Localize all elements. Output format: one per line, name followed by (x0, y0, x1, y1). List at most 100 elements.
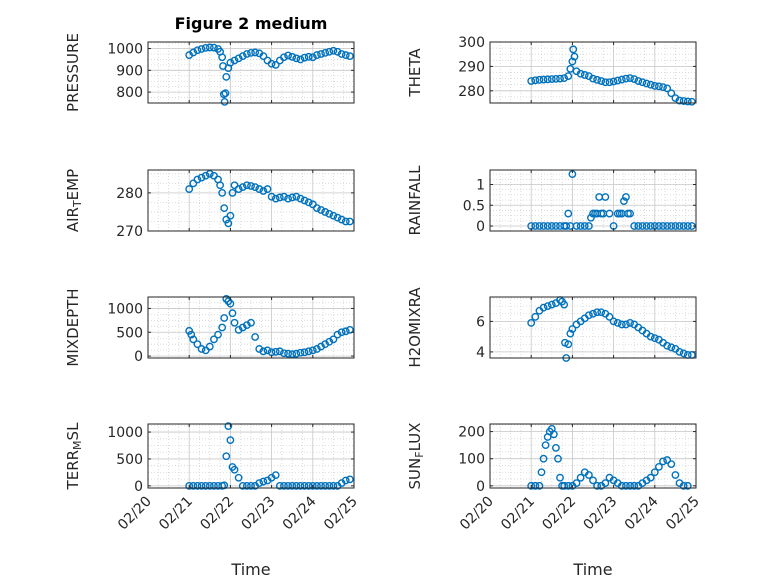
panel-2: 280 290 300 THETA (406, 35, 697, 106)
data-point (638, 78, 647, 87)
data-point (679, 481, 688, 490)
data-point (317, 342, 325, 351)
data-point (543, 222, 552, 230)
data-point (300, 348, 309, 357)
panel-6: 4 6 H2OMIXRA (406, 287, 697, 368)
data-point (650, 82, 659, 90)
data-point (547, 75, 556, 83)
y-tick-label: 100 (458, 452, 485, 468)
data-point (687, 97, 696, 106)
data-point (341, 51, 350, 59)
data-point (238, 323, 247, 332)
data-point (683, 222, 692, 230)
data-point (663, 84, 672, 93)
data-point (230, 56, 239, 65)
series-points (185, 295, 354, 359)
data-point (197, 481, 206, 490)
data-point (288, 193, 297, 202)
data-point (572, 479, 581, 488)
x-tick-label: 02/20 (115, 494, 155, 534)
data-point (552, 74, 560, 83)
data-point (220, 204, 229, 213)
data-point (321, 340, 330, 349)
data-point (663, 341, 672, 350)
data-point (576, 473, 585, 482)
y-tick-label: 6 (476, 314, 485, 330)
data-point (313, 345, 321, 353)
data-point (345, 325, 354, 334)
data-point (321, 208, 330, 216)
data-point (308, 53, 317, 62)
data-point (205, 169, 214, 178)
data-point (659, 222, 667, 230)
data-point (646, 80, 655, 89)
data-point (275, 347, 284, 356)
data-point (226, 211, 235, 220)
data-point (189, 481, 198, 490)
data-point (313, 204, 321, 213)
data-point (638, 222, 647, 230)
data-point (659, 457, 667, 466)
x-axis-label: Time (230, 560, 270, 579)
data-point (556, 473, 564, 482)
data-point (539, 454, 548, 463)
data-point (321, 481, 330, 490)
data-point (288, 481, 297, 490)
data-point (300, 196, 309, 205)
y-axis-label: TERRMSL (64, 422, 84, 491)
data-point (259, 52, 268, 61)
data-point (667, 343, 676, 352)
data-point (622, 193, 630, 201)
data-point (221, 89, 230, 98)
y-axis-label: H2OMIXRA (406, 287, 424, 368)
data-point (300, 53, 309, 62)
y-axis-label: THETA (406, 48, 424, 98)
data-point (584, 471, 593, 479)
data-point (609, 77, 618, 86)
data-point (230, 318, 239, 327)
data-point (589, 309, 597, 318)
data-point (527, 481, 536, 490)
data-point (613, 76, 622, 85)
axes-box (489, 169, 697, 232)
data-point (189, 335, 198, 344)
data-point (531, 222, 540, 230)
data-point (210, 481, 218, 490)
data-point (251, 333, 260, 341)
series-points (527, 424, 692, 490)
data-point (667, 89, 676, 98)
data-point (325, 47, 334, 56)
data-point (296, 348, 305, 357)
data-point (255, 185, 264, 193)
y-tick-label: 500 (116, 325, 143, 341)
y-tick-label: 0 (134, 349, 143, 365)
data-point (317, 481, 325, 490)
data-point (642, 79, 651, 88)
data-point (220, 481, 229, 490)
data-point (259, 347, 268, 356)
data-point (675, 347, 684, 356)
data-point (325, 481, 334, 490)
data-point (622, 74, 630, 83)
data-point (337, 50, 346, 58)
y-tick-label: 1 (476, 178, 485, 194)
data-point (220, 314, 229, 322)
data-point (556, 74, 564, 83)
data-point (317, 50, 325, 58)
data-point (296, 481, 305, 490)
data-point (605, 209, 614, 218)
data-point (564, 340, 573, 349)
data-point (329, 481, 338, 490)
data-point (543, 75, 552, 84)
data-point (541, 441, 550, 450)
y-tick-label: 0.5 (463, 198, 485, 214)
axes-box (147, 41, 355, 104)
data-point (617, 320, 626, 329)
data-point (609, 317, 618, 326)
data-point (280, 481, 288, 490)
data-point (271, 347, 280, 356)
data-point (675, 96, 684, 105)
data-point (187, 330, 196, 339)
data-point (554, 454, 562, 463)
data-point (626, 209, 634, 218)
